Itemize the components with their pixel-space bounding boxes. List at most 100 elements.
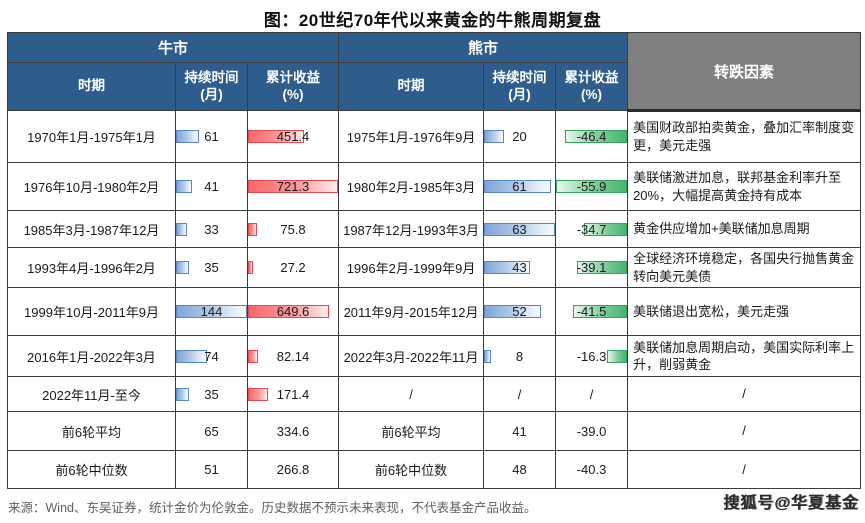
bear-return-cell: -34.7 (555, 210, 629, 248)
bear-duration-value: 52 (512, 304, 527, 320)
bull-return-cell: 171.4 (246, 376, 340, 413)
bear-period-cell: 1975年1月-1976年9月 (338, 110, 485, 163)
bear-period-cell: 2011年9月-2015年12月 (338, 287, 485, 337)
bear-market-group-header: 熊市 (338, 32, 629, 63)
bull-duration-value: 65 (204, 423, 219, 439)
bull-period-cell: 1993年4月-1996年2月 (7, 246, 176, 289)
bear-return-cell: -46.4 (555, 110, 629, 163)
bear-duration-value: 63 (512, 221, 527, 237)
bear-duration-value: 20 (512, 129, 527, 144)
bull-duration-bar (176, 305, 247, 319)
table-row: 1999年10月-2011年9月 144 649.6 2011年9月-2015年… (7, 287, 862, 337)
bear-period-cell: 1987年12月-1993年3月 (338, 210, 485, 248)
bear-period-cell: 2022年3月-2022年11月 (338, 335, 485, 378)
table-row: 前6轮中位数 51 266.8 前6轮中位数 48 (7, 450, 862, 490)
bull-duration-value: 144 (200, 304, 223, 320)
sub-header-row: 时期 持续时间 (月) 累计收益 (%) 时期 持续时间 (月) 累计收益 (%… (7, 62, 861, 111)
bull-duration-value: 74 (204, 348, 219, 364)
bull-duration-cell: 61 (175, 110, 248, 163)
bull-period-cell: 前6轮平均 (7, 411, 176, 452)
bear-duration-bar (484, 261, 531, 275)
bull-return-cell: 721.3 (246, 162, 340, 211)
factor-cell: 美联储加息周期启动，美国实际利率上升，削弱黄金 (627, 335, 862, 378)
bull-period-cell: 1970年1月-1975年1月 (7, 110, 176, 163)
bull-return-cell: 266.8 (246, 450, 340, 490)
table-row: 1976年10月-1980年2月 41 721.3 1980年2月-1985年3… (7, 162, 862, 211)
bear-return-cell: -40.3 (555, 450, 629, 490)
bear-return-bar (564, 130, 627, 143)
bear-duration-header: 持续时间 (月) (483, 62, 557, 111)
bull-return-bar (248, 305, 330, 319)
bull-duration-cell: 51 (175, 450, 248, 490)
bear-return-cell: -55.9 (555, 162, 629, 211)
bear-duration-cell: 8 (483, 335, 557, 378)
bull-return-value: 334.6 (276, 423, 310, 439)
bear-duration-cell: 61 (483, 162, 557, 211)
bull-period-cell: 2022年11月-至今 (7, 376, 176, 413)
bull-market-group-header: 牛市 (6, 32, 340, 63)
table-row: 1993年4月-1996年2月 35 27.2 1996年2月-1999年9月 … (7, 246, 862, 289)
bear-duration-value: 48 (512, 462, 527, 478)
table-row: 1970年1月-1975年1月 61 451.4 1975年1月-1976年9月… (7, 110, 862, 163)
bear-return-bar (577, 261, 627, 275)
group-header-row: 牛市 熊市 转跌因素 (6, 32, 862, 112)
bear-return-value: -40.3 (576, 462, 607, 478)
bear-return-header: 累计收益 (%) (555, 62, 629, 111)
bear-period-cell: 前6轮中位数 (338, 450, 485, 490)
factor-cell: 美联储退出宽松，美元走强 (627, 287, 862, 337)
bull-return-cell: 451.4 (246, 110, 340, 163)
table-row: 1985年3月-1987年12月 33 75.8 1987年12月-1993年3… (7, 210, 862, 248)
bear-period-cell: / (338, 376, 485, 413)
bear-duration-cell: 41 (483, 411, 557, 452)
bull-duration-value: 61 (204, 129, 219, 144)
bull-duration-cell: 35 (175, 376, 248, 413)
bear-return-value: -41.5 (576, 304, 607, 320)
bull-return-value: 721.3 (276, 179, 310, 194)
bear-duration-value: 43 (512, 260, 527, 276)
bear-duration-value: 41 (512, 423, 527, 439)
bull-period-cell: 1976年10月-1980年2月 (7, 162, 176, 211)
bear-return-cell: / (555, 376, 629, 413)
bull-duration-bar (176, 222, 188, 236)
bear-duration-cell: 52 (483, 287, 557, 337)
bear-duration-value: 8 (515, 348, 524, 364)
bear-period-header: 时期 (338, 62, 485, 111)
bull-return-value: 451.4 (276, 129, 310, 144)
factor-cell: 全球经济环境稳定，各国央行抛售黄金转向美元美债 (627, 246, 862, 289)
bull-return-bar (248, 387, 268, 401)
factor-cell: / (627, 411, 862, 452)
source-note: 来源：Wind、东吴证券，统计金价为伦敦金。历史数据不预示未来表现，不代表基金产… (8, 501, 537, 515)
bull-return-cell: 334.6 (246, 411, 340, 452)
bear-return-value: -55.9 (576, 179, 607, 194)
bear-return-cell: -39.1 (555, 246, 629, 289)
factor-cell: / (627, 450, 862, 490)
bear-duration-bar (484, 349, 492, 363)
bull-duration-cell: 35 (175, 246, 248, 289)
factor-cell: / (627, 376, 862, 413)
bull-duration-cell: 33 (175, 210, 248, 248)
factor-column-header: 转跌因素 (627, 32, 862, 112)
bull-duration-value: 51 (204, 462, 219, 478)
table-row: 2016年1月-2022年3月 74 82.14 2022年3月-2022年11… (7, 335, 862, 378)
bear-duration-bar (484, 130, 504, 143)
bull-return-cell: 649.6 (246, 287, 340, 337)
bear-return-cell: -41.5 (555, 287, 629, 337)
bull-return-cell: 75.8 (246, 210, 340, 248)
bull-period-header: 时期 (7, 62, 176, 111)
bear-duration-cell: / (483, 376, 557, 413)
factor-cell: 美联储激进加息，联邦基金利率升至20%，大幅提高黄金持有成本 (627, 162, 862, 211)
bear-return-bar (556, 180, 627, 193)
bull-duration-value: 41 (204, 179, 219, 194)
bull-return-value: 649.6 (276, 304, 310, 320)
bull-period-cell: 前6轮中位数 (7, 450, 176, 490)
bear-period-cell: 前6轮平均 (338, 411, 485, 452)
bull-return-cell: 82.14 (246, 335, 340, 378)
bull-period-cell: 1999年10月-2011年9月 (7, 287, 176, 337)
bear-return-bar (573, 305, 627, 319)
bull-duration-cell: 144 (175, 287, 248, 337)
bull-return-cell: 27.2 (246, 246, 340, 289)
bear-return-value: -39.0 (576, 423, 607, 439)
bull-return-bar (248, 261, 253, 275)
bull-duration-value: 35 (204, 260, 219, 276)
